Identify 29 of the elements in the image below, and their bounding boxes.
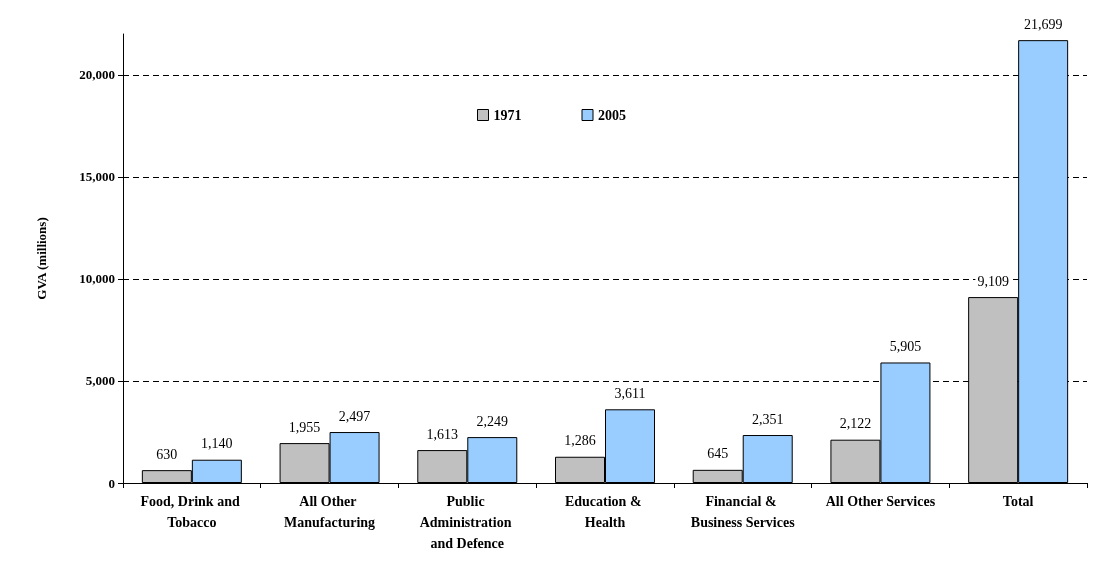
x-tick-label: Total xyxy=(1002,494,1034,509)
x-tick-label: Public Administration and Defence xyxy=(419,494,515,551)
y-tick-label: 5,000 xyxy=(85,373,115,389)
data-label: 630 xyxy=(156,446,178,462)
x-tick-label: Food, Drink and Tobacco xyxy=(140,494,244,530)
legend-label: 2005 xyxy=(598,107,626,123)
data-label: 645 xyxy=(707,446,729,462)
y-axis-title: GVA (millions) xyxy=(34,217,49,300)
data-label: 2,351 xyxy=(751,411,784,427)
data-label: 5,905 xyxy=(889,338,922,354)
x-tick-label: Financial & Business Services xyxy=(690,494,796,530)
data-label: 1,613 xyxy=(426,426,459,442)
data-label: 2,249 xyxy=(476,413,509,429)
data-label: 9,109 xyxy=(977,273,1009,289)
data-label: 2,122 xyxy=(839,416,872,432)
x-tick-label: All Other Manufacturing xyxy=(284,494,376,530)
y-tick-label: 20,000 xyxy=(79,67,115,83)
data-label: 1,286 xyxy=(564,433,596,449)
y-tick-label: 10,000 xyxy=(79,271,115,287)
data-label: 21,699 xyxy=(1023,16,1063,32)
x-tick-label: Education & Health xyxy=(564,494,646,530)
data-label: 3,611 xyxy=(614,385,646,401)
x-tick-label: All Other Services xyxy=(825,494,936,509)
data-label: 1,140 xyxy=(201,436,233,452)
legend-label: 1971 xyxy=(493,107,522,123)
y-tick-label: 0 xyxy=(108,475,115,491)
y-tick-label: 15,000 xyxy=(79,169,115,185)
data-label: 1,955 xyxy=(288,419,321,435)
data-label: 2,497 xyxy=(338,408,371,424)
